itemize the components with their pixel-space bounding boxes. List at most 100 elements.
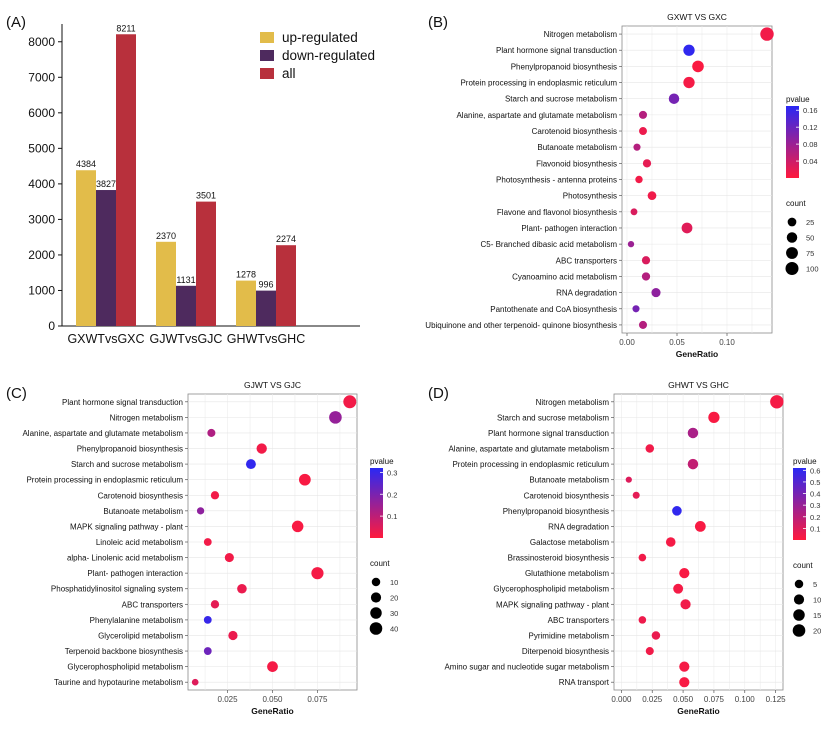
color-legend-title: pvalue [370, 457, 394, 466]
term-label: Alanine, aspartate and glutamate metabol… [456, 111, 617, 120]
x-tick-label: 0.025 [218, 695, 239, 704]
data-point [683, 76, 695, 89]
data-point [665, 537, 676, 547]
data-point [625, 476, 632, 483]
data-point [267, 661, 278, 673]
term-label: Carotenoid biosynthesis [98, 491, 183, 500]
term-label: Flavonoid biosynthesis [536, 159, 617, 168]
panel-c-dot-plot: (C) GJWT VS GJC 0.025 0.050 0.075 GeneRatio Pl… [6, 380, 398, 716]
term-label: Taurine and hypotaurine metabolism [54, 678, 183, 687]
bar-value-label: 2274 [276, 234, 296, 244]
panel-label: (D) [428, 385, 449, 402]
data-point [311, 567, 324, 580]
size-legend-label: 10 [390, 578, 398, 587]
data-point [692, 60, 704, 73]
data-point [291, 520, 304, 533]
data-point [203, 647, 212, 655]
term-label: Plant hormone signal transduction [496, 46, 617, 55]
term-label: Starch and sucrose metabolism [71, 460, 183, 469]
term-label: Starch and sucrose metabolism [505, 95, 617, 104]
size-legend-dot [787, 217, 797, 227]
size-legend-dot [793, 609, 805, 621]
data-point [635, 175, 643, 184]
panel-label: (A) [6, 14, 26, 31]
color-legend-label: 0.3 [810, 501, 820, 510]
data-point [639, 127, 647, 135]
data-point [651, 631, 661, 640]
data-point [641, 272, 651, 281]
color-legend-label: 0.4 [810, 490, 820, 499]
x-category-label: GXWTvsGXC [67, 332, 144, 346]
bar [96, 190, 116, 326]
term-label: Protein processing in endoplasmic reticu… [26, 476, 183, 485]
bar [156, 241, 176, 326]
term-label: Plant- pathogen interaction [87, 569, 183, 578]
color-legend-label: 0.6 [810, 466, 820, 475]
x-axis-title: GeneRatio [677, 706, 720, 716]
data-point [224, 553, 234, 563]
size-legend-label: 40 [390, 625, 398, 634]
data-point [694, 521, 706, 532]
size-legend-title: count [786, 199, 806, 208]
term-label: Butanoate metabolism [529, 476, 609, 485]
bar-value-label: 3501 [196, 191, 216, 201]
size-legend-label: 20 [813, 627, 821, 636]
y-tick-label: 4000 [28, 177, 55, 191]
size-legend-label: 5 [813, 580, 817, 589]
size-legend-label: 100 [806, 265, 819, 274]
term-label: Nitrogen metabolism [536, 398, 610, 407]
bar-value-label: 996 [258, 280, 273, 290]
data-point [343, 395, 357, 409]
data-point [627, 240, 635, 248]
size-legend-label: 10 [813, 596, 821, 605]
data-point [641, 256, 651, 265]
panel-d-dot-plot: (D) GHWT VS GHC 0.000 0.025 0.050 0.075 0.100 0… [428, 380, 821, 716]
data-point [210, 491, 220, 500]
size-legend-title: count [793, 561, 813, 570]
size-legend-label: 25 [806, 218, 814, 227]
y-tick-label: 2000 [28, 248, 55, 262]
size-legend-dot [369, 622, 383, 635]
term-label: Brassinosteroid biosynthesis [508, 554, 609, 563]
bar-value-label: 2370 [156, 231, 176, 241]
size-legend-dot [786, 247, 798, 259]
term-label: Phosphatidylinositol signaling system [51, 585, 183, 594]
x-tick-label: 0.025 [642, 695, 663, 704]
term-label: ABC transporters [122, 600, 183, 609]
bar-value-label: 8211 [116, 23, 135, 33]
size-legend-dot [371, 577, 381, 587]
panel-a-bar-chart: (A) 0 1000 2000 3000 4000 5000 6000 7000 8000 4384… [6, 14, 375, 346]
data-point [645, 444, 655, 453]
term-label: Protein processing in endoplasmic reticu… [460, 79, 617, 88]
x-axis-title: GeneRatio [251, 706, 294, 716]
data-point [632, 305, 640, 313]
term-label: Alanine, aspartate and glutamate metabol… [448, 445, 609, 454]
color-legend-label: 0.5 [810, 478, 820, 487]
term-label: C5- Branched dibasic acid metabolism [480, 240, 617, 249]
legend-swatch [260, 32, 274, 43]
color-legend-label: 0.2 [387, 490, 397, 499]
x-tick-label: 0.100 [735, 695, 756, 704]
term-label: Cyanoamino acid metabolism [512, 272, 617, 281]
data-point [237, 583, 247, 594]
x-tick-label: 0.125 [766, 695, 787, 704]
size-legend-dot [370, 592, 382, 603]
data-point [679, 568, 690, 579]
color-legend-label: 0.2 [810, 513, 820, 522]
term-label: Terpenoid backbone biosynthesis [65, 647, 183, 656]
term-label: Pantothenate and CoA biosynthesis [490, 305, 617, 314]
data-point [683, 44, 695, 56]
term-label: Photosynthesis [563, 192, 617, 201]
data-point [632, 491, 640, 499]
bar [236, 280, 256, 326]
term-label: Starch and sucrose metabolism [497, 413, 609, 422]
term-label: ABC transporters [548, 616, 609, 625]
data-point [687, 427, 699, 439]
term-label: Pyrimidine metabolism [529, 631, 610, 640]
size-legend-title: count [370, 559, 390, 568]
term-label: RNA degradation [556, 289, 617, 298]
data-point [708, 411, 720, 423]
data-point [298, 473, 311, 486]
x-tick-label: 0.00 [619, 338, 635, 347]
data-point [647, 191, 657, 201]
